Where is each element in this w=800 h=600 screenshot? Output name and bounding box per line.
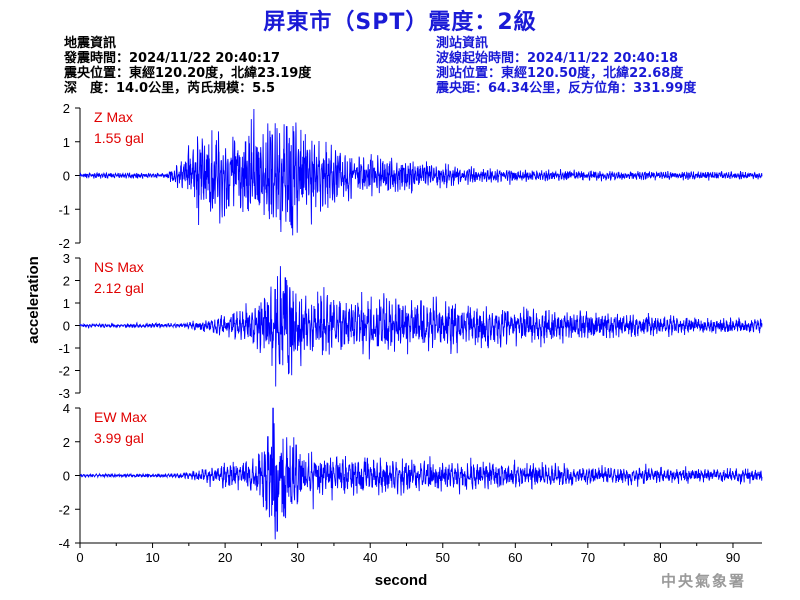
station-location: 測站位置：東經120.50度，北緯22.68度 <box>436 66 684 81</box>
z-max-label: Z Max <box>94 109 133 125</box>
z-y-tick-label: 1 <box>63 135 70 150</box>
ns-waveform-series <box>79 266 763 387</box>
ew-y-tick-label: 0 <box>63 469 70 484</box>
station-info: 測站資訊 波線起始時間：2024/11/22 20:40:18 測站位置：東經1… <box>436 36 696 96</box>
z-y-tick-label: -1 <box>58 202 70 217</box>
x-tick-label: 0 <box>76 550 83 565</box>
ew-y-tick-label: 2 <box>63 435 70 450</box>
ns-y-tick-label: 2 <box>63 274 70 289</box>
ns-y-tick-label: -1 <box>58 341 70 356</box>
origin-time: 發震時間：2024/11/22 20:40:17 <box>64 51 281 66</box>
depth-magnitude: 深 度：14.0公里，芮氏規模：5.5 <box>64 81 276 96</box>
distance-azimuth: 震央距：64.34公里，反方位角：331.99度 <box>436 81 697 96</box>
ns-y-tick-label: -3 <box>58 386 70 401</box>
z-y-tick-label: -2 <box>58 236 70 251</box>
x-tick-label: 30 <box>290 550 304 565</box>
x-axis-label: second <box>375 572 428 589</box>
z-waveform-series <box>79 108 763 236</box>
ew-max-value: 3.99 gal <box>94 430 144 446</box>
page-title: 屏東市（SPT）震度：2級 <box>263 10 537 35</box>
z-y-tick-label: 0 <box>63 169 70 184</box>
x-tick-label: 20 <box>218 550 232 565</box>
x-tick-label: 50 <box>436 550 450 565</box>
z-max-value: 1.55 gal <box>94 130 144 146</box>
agency-credit: 中央氣象署 <box>660 572 746 590</box>
ew-waveform-series <box>79 407 763 540</box>
ns-max-label: NS Max <box>94 259 144 275</box>
z-y-tick-label: 2 <box>63 101 70 116</box>
ns-y-tick-label: -2 <box>58 364 70 379</box>
x-tick-label: 10 <box>145 550 159 565</box>
ns-max-value: 2.12 gal <box>94 280 144 296</box>
x-tick-label: 90 <box>726 550 740 565</box>
ns-y-tick-label: 3 <box>63 251 70 266</box>
x-tick-label: 80 <box>653 550 667 565</box>
earthquake-info: 地震資訊 發震時間：2024/11/22 20:40:17 震央位置：東經120… <box>64 36 311 96</box>
wave-start-time: 波線起始時間：2024/11/22 20:40:18 <box>436 51 679 66</box>
epicenter-location: 震央位置：東經120.20度，北緯23.19度 <box>64 66 312 81</box>
ew-y-tick-label: -2 <box>58 502 70 517</box>
ns-y-tick-label: 0 <box>63 319 70 334</box>
x-tick-label: 70 <box>581 550 595 565</box>
x-tick-label: 60 <box>508 550 522 565</box>
ew-max-label: EW Max <box>94 409 147 425</box>
ew-y-tick-label: 4 <box>63 401 70 416</box>
ns-y-tick-label: 1 <box>63 296 70 311</box>
x-tick-label: 40 <box>363 550 377 565</box>
ew-y-tick-label: -4 <box>58 536 70 551</box>
station-info-heading: 測站資訊 <box>436 36 489 51</box>
earthquake-info-heading: 地震資訊 <box>64 36 117 51</box>
y-axis-label: acceleration <box>25 256 42 344</box>
